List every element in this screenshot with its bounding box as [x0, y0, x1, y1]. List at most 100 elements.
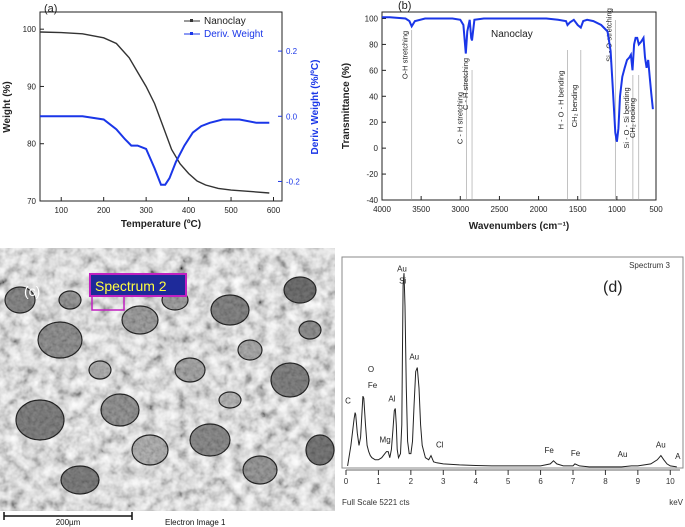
panel-d-plot-frame [341, 256, 684, 469]
panel-b-y-tick-label: 60 [369, 66, 378, 75]
panel-d-peak-label: Au [409, 353, 419, 362]
panel-a-y2-tick-label: 0.0 [286, 112, 298, 121]
panel-b-x-tick-label: 3000 [451, 205, 469, 214]
panel-d-x-tick-label: 8 [603, 477, 608, 486]
sem-particle [88, 360, 112, 380]
panel-a-y2-axis-label: Deriv. Weight (%/ºC) [310, 60, 321, 155]
sem-particle [242, 455, 278, 485]
panel-b-y-tick-label: -20 [366, 170, 378, 179]
panel-b-y-tick-label: 20 [369, 118, 378, 127]
sem-particle [218, 391, 242, 409]
sem-particle [37, 321, 83, 359]
panel-b-y-tick-label: 80 [369, 40, 378, 49]
panel-d-x-tick-label: 5 [506, 477, 511, 486]
panel-b-x-tick-label: 2000 [530, 205, 548, 214]
sem-particle [270, 362, 310, 398]
panel-b-y-tick-label: 40 [369, 92, 378, 101]
panel-d-x-unit: keV [669, 498, 683, 507]
panel-c-label: (c) [24, 283, 40, 299]
panel-d-peak-label: Fe [545, 446, 555, 455]
panel-d-x-tick-label: 2 [409, 477, 414, 486]
panel-a-y2-tick-label: 0.2 [286, 47, 298, 56]
panel-d-peak-label: Au [618, 450, 628, 459]
panel-a-x-tick-label: 400 [182, 206, 196, 215]
panel-b-plot-frame [381, 11, 657, 201]
panel-b-x-ticks: 4000 3500 3000 2500 2000 1500 1000 500 [373, 196, 663, 214]
panel-b-ftir: (b) 4000 3500 3000 2500 2000 1500 1000 500 100 8… [341, 0, 663, 232]
sem-particle [305, 434, 335, 466]
spectrum-2-region-marker [91, 295, 125, 311]
sem-particle [58, 290, 82, 310]
panel-d-x-tick-label: 6 [538, 477, 543, 486]
panel-b-y-ticks: 100 80 60 40 20 0 -20 -40 [365, 14, 386, 205]
panel-a-x-ticks: 100 200 300 400 500 600 [55, 197, 281, 215]
panel-d-peak-label: Au [656, 441, 666, 450]
panel-a-x-tick-label: 500 [224, 206, 238, 215]
spectrum-2-label-box [89, 273, 187, 297]
panel-b-y-axis-label: Transmittance (%) [341, 63, 352, 149]
panel-a-y-tick-label: 70 [27, 197, 36, 206]
legend-text-deriv-weight: Deriv. Weight [204, 29, 263, 40]
panel-d-x-ticks: 0 1 2 3 4 5 6 7 8 9 10 [344, 469, 680, 486]
panel-a-series-nanoclay-line [39, 31, 270, 194]
sem-particles [4, 276, 335, 495]
sem-particle [60, 465, 100, 495]
sem-particle [131, 434, 169, 466]
panel-b-annotation-label: CH₂ rocking [628, 98, 637, 138]
panel-d-title: Spectrum 3 [629, 261, 670, 270]
panel-b-x-tick-label: 1000 [608, 205, 626, 214]
panel-a-x-tick-label: 600 [267, 206, 281, 215]
panel-d-peak-label: O [368, 365, 374, 374]
panel-d-x-tick-label: 1 [376, 477, 381, 486]
panel-b-series-nanoclay-line [382, 16, 654, 142]
panel-a-x-tick-label: 100 [55, 206, 69, 215]
panel-d-peak-labels: C O Fe Mg Al Au Si Au Cl Fe Fe Au Au A [345, 265, 681, 461]
panel-d-peak-label: Al [388, 395, 395, 404]
panel-a-tga: (a) 100 200 300 400 500 600 70 80 90 100 0.2 0.0 -… [2, 3, 321, 230]
sem-particle [4, 286, 36, 314]
panel-a-x-tick-label: 200 [97, 206, 111, 215]
sem-image-label: Electron Image 1 [165, 518, 226, 527]
panel-b-annotation-label: C - H stretching [456, 92, 465, 144]
panel-b-y-tick-label: -40 [366, 196, 378, 205]
panel-a-y2-tick-label: -0.2 [286, 177, 300, 186]
sem-particle [189, 423, 231, 457]
panel-d-footer: Full Scale 5221 cts [342, 498, 410, 507]
panel-b-x-tick-label: 1500 [569, 205, 587, 214]
panel-d-peak-label: A [675, 452, 681, 461]
sem-particle [100, 393, 140, 427]
sem-particle [210, 294, 250, 326]
panel-d-peak-label: Si [399, 277, 406, 286]
panel-b-annotation-label: O-H stretching [401, 31, 410, 79]
panel-a-label: (a) [44, 3, 57, 15]
panel-a-x-tick-label: 300 [139, 206, 153, 215]
panel-a-plot-frame [39, 11, 283, 202]
panel-b-label: (b) [398, 0, 411, 12]
panel-b-annotation-label: H - O - H bending [557, 71, 566, 130]
panel-d-x-tick-label: 3 [441, 477, 446, 486]
panel-b-x-tick-label: 4000 [373, 205, 391, 214]
panel-a-y-tick-label: 80 [27, 140, 36, 149]
legend-marker-nanoclay [190, 19, 193, 22]
panel-d-peak-label: Au [397, 265, 407, 274]
legend-marker-deriv-weight [190, 32, 193, 35]
panel-b-x-tick-label: 3500 [412, 205, 430, 214]
panel-a-legend: Nanoclay Deriv. Weight [184, 16, 263, 40]
panel-d-x-tick-label: 4 [473, 477, 478, 486]
panel-d-series-spectrum-line [347, 273, 677, 468]
panel-d-peak-label: Cl [436, 441, 444, 450]
panel-d-background [340, 256, 685, 527]
panel-d-peak-label: Fe [368, 381, 378, 390]
sem-particle [283, 276, 317, 304]
panel-a-y-axis-label: Weight (%) [2, 81, 13, 132]
panel-d-x-tick-label: 10 [666, 477, 675, 486]
panel-d-x-tick-label: 9 [636, 477, 641, 486]
panel-a-x-axis-label: Temperature (ºC) [121, 219, 201, 230]
panel-b-x-axis-label: Wavenumbers (cm⁻¹) [469, 221, 569, 232]
panel-a-y2-ticks: 0.2 0.0 -0.2 [278, 47, 300, 186]
panel-a-series-deriv-weight-line [40, 115, 270, 186]
panel-b-y-tick-label: 0 [374, 144, 379, 153]
sem-particle [298, 320, 322, 340]
sem-info-bar [0, 511, 335, 527]
